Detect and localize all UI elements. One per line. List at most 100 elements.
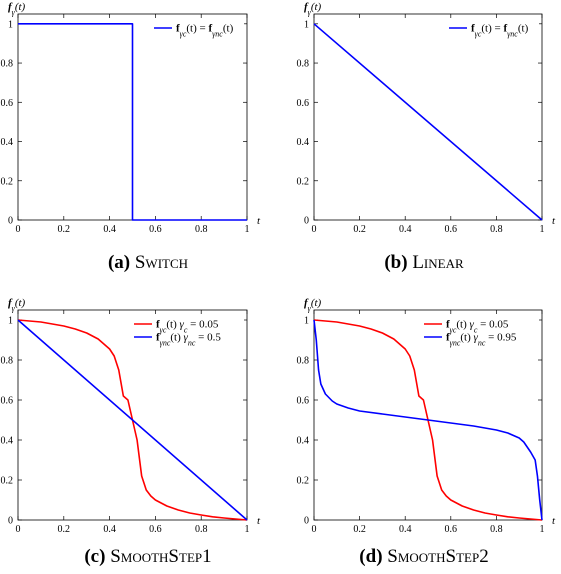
y-tick-label: 1 bbox=[304, 316, 309, 327]
x-tick-label: 0.2 bbox=[58, 524, 71, 535]
x-tick-label: 1 bbox=[245, 524, 250, 535]
y-tick-label: 0.8 bbox=[297, 356, 310, 367]
x-tick-label: 1 bbox=[540, 224, 545, 235]
y-tick-label: 0.4 bbox=[1, 137, 14, 148]
y-tick-label: 0 bbox=[304, 516, 309, 527]
y-tick-label: 0.6 bbox=[297, 396, 310, 407]
chart-1: 0 0.2 0.4 0.6 0.8 1 0 0.2 0.4 0.6 0.8 1 fγ(t) t fγc(t)… bbox=[297, 1, 557, 235]
x-tick-label: 0.6 bbox=[149, 224, 162, 235]
x-tick-label: 0.8 bbox=[490, 224, 503, 235]
y-tick-label: 0.2 bbox=[1, 476, 14, 487]
x-tick-label: 0.2 bbox=[353, 524, 366, 535]
caption-a-name: Switch bbox=[134, 252, 189, 273]
y-tick-label: 0 bbox=[304, 216, 309, 227]
x-tick-label: 1 bbox=[540, 524, 545, 535]
x-axis-label: t bbox=[552, 515, 556, 527]
legend-box bbox=[152, 18, 244, 37]
legend: fγc(t) = fγnc(t) bbox=[152, 18, 244, 38]
x-tick-label: 0 bbox=[312, 224, 317, 235]
y-tick-label: 0.6 bbox=[1, 98, 14, 109]
chart-2: 0 0.2 0.4 0.6 0.8 1 0 0.2 0.4 0.6 0.8 1 fγ(t) t fγc(t)… bbox=[1, 297, 262, 535]
legend: fγc(t) = fγnc(t) bbox=[447, 18, 539, 38]
y-tick-label: 0.6 bbox=[297, 98, 310, 109]
caption-a-letter: (a) bbox=[107, 252, 131, 273]
legend-label-0-text: fγc(t) γc = 0.05 bbox=[446, 319, 509, 335]
caption-d: (d) SmoothStep2 bbox=[284, 546, 561, 568]
y-axis-label: fγ(t) bbox=[8, 1, 26, 17]
x-tick-label: 0.8 bbox=[195, 224, 208, 235]
caption-d-name: SmoothStep2 bbox=[387, 546, 489, 567]
x-tick-label: 0.4 bbox=[399, 524, 412, 535]
series-line-0 bbox=[313, 23, 543, 221]
legend-label-0: fγc(t) γc = 0.05 bbox=[446, 319, 509, 335]
legend-box bbox=[422, 314, 539, 346]
series-line-1 bbox=[17, 319, 248, 521]
caption-b-letter: (b) bbox=[384, 252, 408, 273]
x-tick-label: 0 bbox=[312, 524, 317, 535]
y-axis-label-text: fγ(t) bbox=[8, 297, 26, 313]
x-tick-label: 0.2 bbox=[353, 224, 366, 235]
x-tick-label: 0.6 bbox=[149, 524, 162, 535]
legend-label-1: fγnc(t) γnc = 0.95 bbox=[446, 332, 517, 348]
caption-a: (a) Switch bbox=[8, 252, 288, 274]
y-tick-label: 1 bbox=[8, 316, 13, 327]
y-tick-label: 0.4 bbox=[297, 137, 310, 148]
legend-label-0: fγc(t) = fγnc(t) bbox=[471, 23, 529, 39]
y-tick-label: 0.2 bbox=[1, 176, 14, 187]
y-tick-label: 0.6 bbox=[1, 396, 14, 407]
y-tick-label: 0.8 bbox=[1, 59, 14, 70]
legend-label-1: fγnc(t) γnc = 0.5 bbox=[156, 332, 221, 348]
x-tick-label: 1 bbox=[245, 224, 250, 235]
caption-d-letter: (d) bbox=[359, 546, 383, 567]
caption-c-letter: (c) bbox=[84, 546, 106, 567]
y-axis-label: fγ(t) bbox=[304, 1, 322, 17]
x-tick-label: 0.8 bbox=[490, 524, 503, 535]
chart-0: 0 0.2 0.4 0.6 0.8 1 0 0.2 0.4 0.6 0.8 1 fγ(t) t fγc(t)… bbox=[1, 1, 262, 235]
y-tick-label: 0.2 bbox=[297, 476, 310, 487]
x-tick-label: 0.4 bbox=[103, 524, 116, 535]
y-tick-label: 0.8 bbox=[1, 356, 14, 367]
legend-box bbox=[447, 18, 539, 37]
y-axis-label: fγ(t) bbox=[304, 297, 322, 313]
y-tick-label: 1 bbox=[8, 19, 13, 30]
caption-c-name: SmoothStep1 bbox=[110, 546, 212, 567]
legend-label-0-text: fγc(t) = fγnc(t) bbox=[176, 23, 234, 39]
x-tick-label: 0.6 bbox=[445, 224, 458, 235]
chart-3: 0 0.2 0.4 0.6 0.8 1 0 0.2 0.4 0.6 0.8 1 fγ(t) t fγc(t)… bbox=[297, 297, 557, 535]
y-tick-label: 0 bbox=[8, 516, 13, 527]
legend-label-1-text: fγnc(t) γnc = 0.5 bbox=[156, 332, 221, 348]
caption-b-name: Linear bbox=[412, 252, 464, 273]
y-tick-label: 0.4 bbox=[1, 436, 14, 447]
legend-label-1-text: fγnc(t) γnc = 0.95 bbox=[446, 332, 517, 348]
legend-box bbox=[132, 314, 244, 346]
x-tick-label: 0.4 bbox=[103, 224, 116, 235]
y-tick-label: 0.4 bbox=[297, 436, 310, 447]
y-axis-label-text: fγ(t) bbox=[304, 1, 322, 17]
legend-label-0: fγc(t) = fγnc(t) bbox=[176, 23, 234, 39]
x-tick-label: 0.6 bbox=[445, 524, 458, 535]
caption-b: (b) Linear bbox=[284, 252, 561, 274]
y-tick-label: 1 bbox=[304, 19, 309, 30]
x-tick-label: 0.2 bbox=[58, 224, 71, 235]
caption-c: (c) SmoothStep1 bbox=[8, 546, 288, 568]
y-axis-label-text: fγ(t) bbox=[8, 1, 26, 17]
y-axis-label: fγ(t) bbox=[8, 297, 26, 313]
x-axis-label: t bbox=[257, 515, 261, 527]
legend-label-0-text: fγc(t) γc = 0.05 bbox=[156, 319, 219, 335]
plot-frame bbox=[313, 309, 543, 521]
x-tick-label: 0 bbox=[16, 224, 21, 235]
y-axis-label-text: fγ(t) bbox=[304, 297, 322, 313]
x-axis-label: t bbox=[552, 215, 556, 227]
series-line-0 bbox=[18, 23, 247, 221]
y-tick-label: 0 bbox=[8, 216, 13, 227]
x-tick-label: 0.4 bbox=[399, 224, 412, 235]
legend-label-0: fγc(t) γc = 0.05 bbox=[156, 319, 219, 335]
x-axis-label: t bbox=[257, 215, 261, 227]
x-tick-label: 0 bbox=[16, 524, 21, 535]
y-tick-label: 0.8 bbox=[297, 59, 310, 70]
y-tick-label: 0.2 bbox=[297, 176, 310, 187]
plot-frame bbox=[17, 309, 248, 521]
